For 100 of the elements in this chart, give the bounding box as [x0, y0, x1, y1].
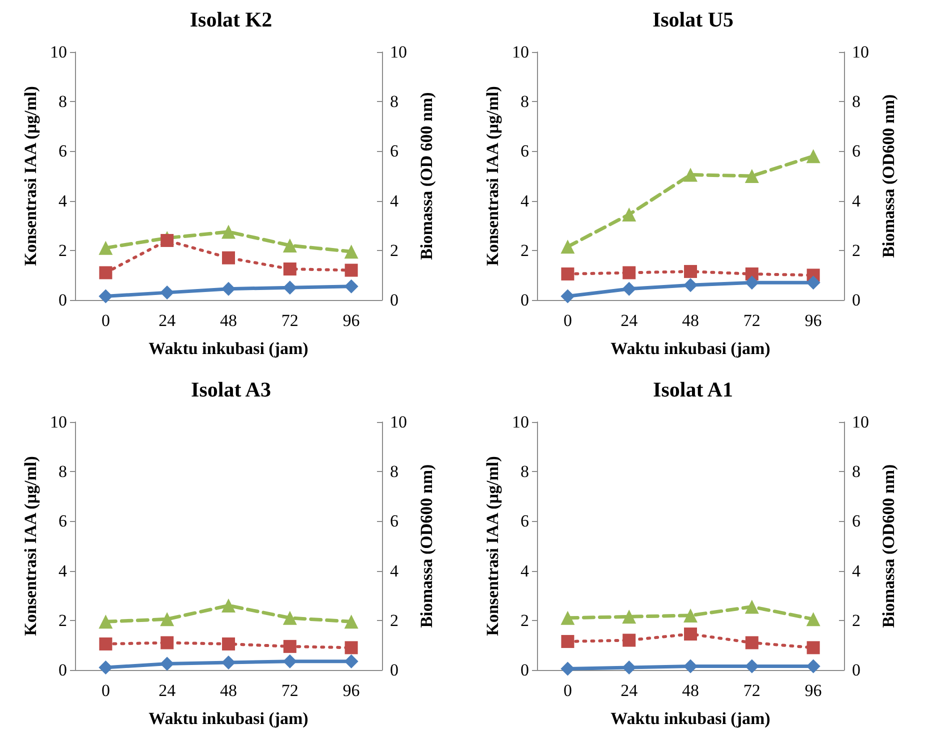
y-axis-title: Konsentrasi IAA (µg/ml): [483, 456, 502, 636]
y-tick-label: 10: [512, 42, 529, 62]
y-axis-title: Konsentrasi IAA (µg/ml): [483, 86, 502, 266]
x-tick-label: 72: [281, 681, 298, 700]
y2-tick-label: 8: [390, 462, 398, 482]
y-tick-label: 8: [520, 462, 529, 482]
x-axis-title: Waktu inkubasi (jam): [610, 709, 770, 728]
x-tick-label: 24: [158, 681, 176, 700]
x-tick-label: 24: [158, 311, 176, 330]
x-tick-label: 0: [563, 311, 572, 330]
chart-title: Isolat K2: [190, 8, 272, 32]
point: [98, 614, 113, 629]
y-tick-label: 2: [58, 240, 67, 260]
point: [344, 279, 358, 294]
y2-tick-label: 8: [390, 92, 398, 112]
point: [222, 637, 235, 650]
point: [745, 636, 758, 650]
y2-tick-label: 8: [852, 462, 860, 482]
point: [344, 654, 358, 668]
x-tick-label: 0: [101, 311, 110, 330]
point: [622, 266, 636, 280]
x-tick-label: 72: [743, 311, 760, 330]
x-tick-label: 96: [804, 681, 822, 700]
y-tick-label: 8: [520, 92, 529, 112]
y2-tick-label: 0: [390, 290, 398, 310]
y2-tick-label: 4: [852, 191, 861, 210]
point: [560, 240, 575, 254]
x-axis-title: Waktu inkubasi (jam): [148, 709, 308, 728]
y-tick-label: 6: [58, 512, 67, 531]
point: [560, 289, 575, 304]
y2-tick-label: 2: [852, 610, 860, 630]
y-tick-label: 0: [58, 290, 67, 310]
y2-tick-label: 0: [390, 660, 398, 680]
point: [99, 637, 112, 650]
point: [222, 656, 236, 670]
x-tick-label: 96: [342, 311, 360, 330]
point: [160, 286, 174, 300]
y2-tick-label: 6: [390, 142, 398, 161]
point: [684, 168, 698, 182]
x-axis-title: Waktu inkubasi (jam): [610, 339, 770, 358]
y-axis-title: Konsentrasi IAA (µg/ml): [21, 456, 40, 636]
point: [282, 654, 297, 668]
y-tick-label: 10: [512, 412, 529, 432]
point: [160, 656, 174, 671]
point: [560, 662, 575, 676]
point: [282, 280, 297, 295]
y-tick-label: 2: [58, 610, 67, 630]
point: [222, 598, 236, 613]
point: [744, 600, 759, 614]
y2-tick-label: 4: [390, 191, 399, 210]
y-tick-label: 10: [50, 412, 67, 432]
x-tick-label: 96: [804, 311, 822, 330]
point: [744, 659, 759, 674]
point: [744, 169, 759, 183]
y2-tick-label: 4: [390, 561, 399, 580]
y2-tick-label: 6: [390, 512, 398, 531]
y2-tick-label: 10: [852, 412, 869, 432]
y-tick-label: 2: [520, 240, 529, 260]
y-tick-label: 4: [520, 561, 530, 580]
y2-axis-title: Biomassa (OD600 nm): [416, 464, 436, 628]
point: [222, 224, 236, 239]
x-tick-label: 96: [342, 681, 360, 700]
point: [622, 282, 636, 296]
y2-axis-title: Biomassa (OD 600 nm): [416, 92, 436, 260]
y2-tick-label: 2: [390, 240, 398, 260]
y-tick-label: 8: [58, 462, 67, 482]
y2-tick-label: 6: [852, 142, 860, 161]
y2-tick-label: 0: [852, 660, 860, 680]
chart-title: Isolat A1: [653, 378, 733, 402]
point: [344, 244, 358, 259]
point: [283, 640, 296, 653]
y-tick-label: 10: [50, 42, 67, 62]
point: [160, 636, 174, 650]
y-tick-label: 4: [58, 191, 68, 210]
point: [806, 659, 820, 674]
x-tick-label: 48: [682, 311, 699, 330]
y2-tick-label: 8: [852, 92, 860, 112]
point: [561, 634, 574, 648]
point: [684, 628, 697, 641]
point: [160, 612, 174, 626]
y-tick-label: 0: [520, 290, 529, 310]
y2-tick-label: 2: [852, 240, 860, 260]
point: [684, 264, 697, 278]
y-tick-label: 8: [58, 92, 67, 112]
chart-title: Isolat U5: [652, 8, 734, 32]
y2-tick-label: 4: [852, 561, 861, 580]
y-axis-title: Konsentrasi IAA (µg/ml): [21, 86, 40, 266]
y-tick-label: 4: [520, 191, 530, 210]
x-tick-label: 72: [743, 681, 760, 700]
x-tick-label: 0: [101, 681, 110, 700]
x-tick-label: 72: [281, 311, 298, 330]
x-tick-label: 48: [220, 681, 237, 700]
y-tick-label: 6: [520, 142, 529, 161]
point: [344, 614, 358, 629]
point: [622, 610, 636, 624]
point: [622, 634, 636, 647]
point: [222, 282, 236, 296]
x-tick-label: 0: [563, 681, 572, 700]
point: [282, 238, 297, 252]
point: [806, 276, 820, 290]
